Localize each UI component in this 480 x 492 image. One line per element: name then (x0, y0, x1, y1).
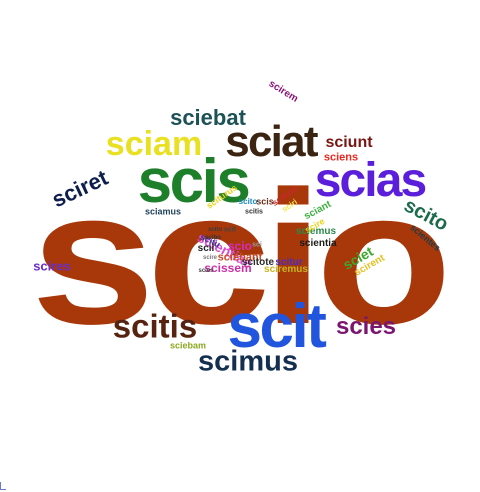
cloud-word-scio: scio (30, 152, 453, 364)
cloud-word-scito-small: scito (238, 197, 258, 206)
cloud-word-scit: scit (227, 292, 327, 361)
cloud-word-scias: scias (314, 154, 427, 207)
cloud-word-sciremus: sciremus (264, 264, 308, 275)
cloud-word-scitis-small: scitis (245, 208, 263, 216)
cloud-word-sciamus: sciamus (144, 206, 182, 217)
cloud-word-scis: scis (137, 147, 251, 216)
cloud-word-scis-small: scis (256, 196, 274, 207)
cloud-word-sciebant: sciebant (217, 251, 263, 264)
cloud-word-scit-small: scit (223, 226, 237, 234)
cloud-word-scire-tiny: scire (202, 255, 218, 261)
cloud-word-scito-tiny: scito (207, 227, 223, 233)
cloud-word-scirem: scirem (266, 78, 300, 105)
cloud-word-scitis: scitis (112, 307, 198, 345)
cloud-word-scies: scies (335, 313, 397, 340)
cloud-word-scires: scires (33, 258, 71, 274)
cloud-word-sciebat: sciebat (170, 105, 246, 130)
cloud-word-sciunt: sciunt (325, 134, 373, 151)
cloud-word-scimus: scimus (198, 345, 298, 378)
corner-bracket-mark (0, 482, 6, 490)
cloud-word-scissem: scissem (204, 261, 252, 275)
cloud-word-scies-tiny: scies (198, 268, 214, 274)
cloud-word-scio-small: scio (227, 239, 253, 253)
cloud-word-sciat: sciat (225, 117, 318, 166)
cloud-word-sciebam: sciebam (169, 340, 207, 351)
cloud-word-sciam: sciam (105, 125, 203, 163)
cloud-word-sci: sci (252, 241, 262, 249)
cloud-word-scientia: scientia (299, 238, 337, 249)
cloud-word-scitote: scitote (241, 257, 275, 268)
cloud-word-sciens: sciens (323, 151, 359, 164)
cloud-word-scitur: scitur (275, 257, 303, 268)
cloud-word-scibo: scibo (205, 235, 221, 241)
cloud-word-sciemus: sciemus (295, 226, 337, 237)
cloud-word-scii: scii (197, 243, 215, 254)
